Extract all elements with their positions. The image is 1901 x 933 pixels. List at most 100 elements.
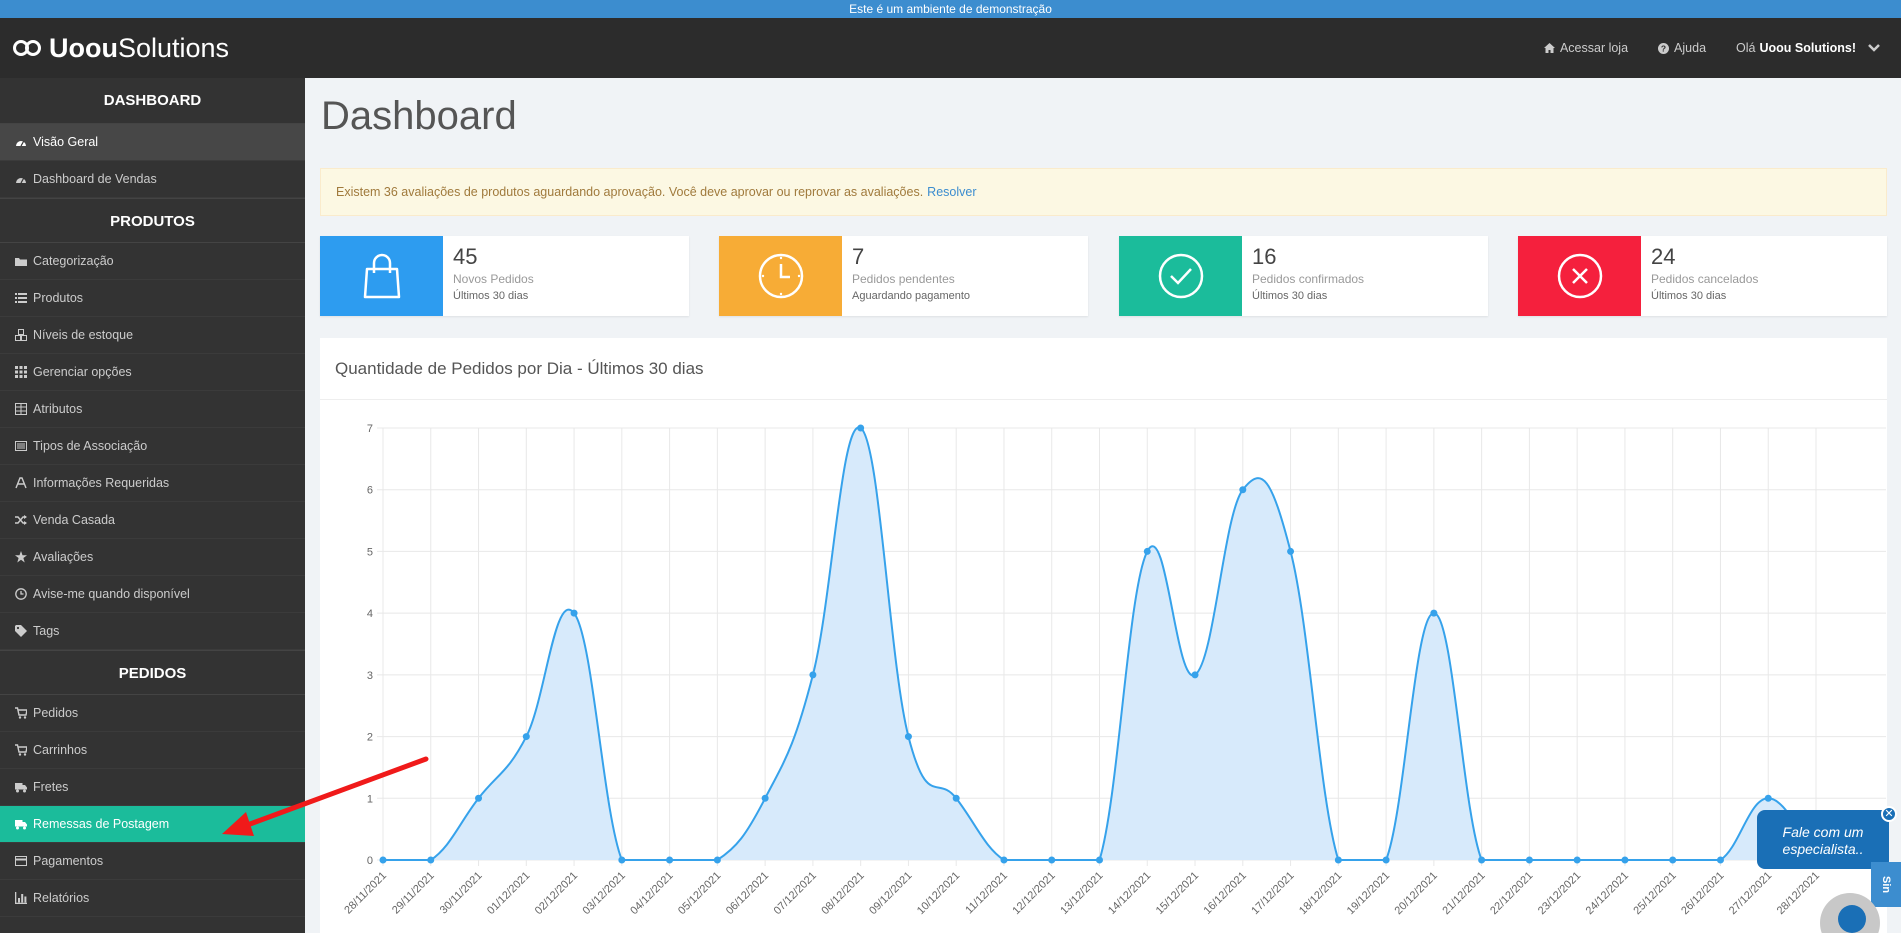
data-point [1143,547,1151,555]
sidebar-item[interactable]: Informações Requeridas [0,465,305,502]
greeting-label: Olá [1736,41,1756,55]
sidebar-item-label: Tags [33,624,60,638]
sidebar-item[interactable]: Produtos [0,280,305,317]
data-point [1716,856,1724,864]
stat-value: 16 [1252,244,1277,269]
x-tick-label: 09/12/2021 [867,870,914,917]
sidebar-item-label: Relatórios [33,891,90,905]
access-store-link[interactable]: Acessar loja [1543,41,1628,55]
resolve-link[interactable]: Resolver [927,185,977,199]
chat-launcher-button[interactable] [1820,893,1880,933]
sidebar-item[interactable]: Carrinhos [0,732,305,769]
data-point [713,856,721,864]
data-point [1669,856,1677,864]
side-tab[interactable]: Sin [1871,862,1901,907]
brand-logo[interactable]: Uoou Solutions [12,33,229,63]
dashboard-icon [16,141,26,147]
cart-icon [15,707,27,719]
x-tick-label: 19/12/2021 [1345,870,1392,917]
x-tick-label: 22/12/2021 [1488,870,1535,917]
talk-to-specialist-widget[interactable]: Fale com um especialista.. [1757,810,1889,869]
x-tick-label: 17/12/2021 [1249,870,1296,917]
stat-text: 16 Pedidos confirmados Últimos 30 dias [1252,244,1364,302]
x-tick-label: 28/11/2021 [342,870,389,917]
random-icon [15,515,27,525]
sidebar-item-label: Avise-me quando disponível [33,587,190,601]
stat-card[interactable]: 16 Pedidos confirmados Últimos 30 dias [1119,236,1488,316]
data-point [1382,856,1390,864]
sidebar-item[interactable]: Níveis de estoque [0,317,305,354]
sidebar-item-label: Níveis de estoque [33,328,134,342]
x-tick-label: 14/12/2021 [1106,870,1153,917]
list-icon [15,293,27,303]
data-point [475,794,483,802]
sidebar-item[interactable]: Pedidos [0,695,305,732]
stat-sublabel: Últimos 30 dias [1651,290,1727,302]
sidebar-item[interactable]: Relatórios [0,880,305,917]
svg-text:?: ? [1661,43,1666,53]
user-menu[interactable]: Olá Uoou Solutions! [1736,41,1885,55]
sidebar-item-label: Carrinhos [33,743,88,757]
folder-icon [15,258,27,266]
data-point [522,733,530,741]
y-tick-label: 0 [367,855,373,867]
sidebar-item[interactable]: Pagamentos [0,843,305,880]
stat-card[interactable]: 7 Pedidos pendentes Aguardando pagamento [719,236,1088,316]
sidebar-item[interactable]: Categorização [0,243,305,280]
data-point [666,856,674,864]
data-point [1000,856,1008,864]
x-tick-label: 21/12/2021 [1440,870,1487,917]
stat-value: 24 [1651,244,1676,269]
sidebar-item[interactable]: Avise-me quando disponível [0,576,305,613]
truck-icon [15,783,27,793]
sidebar-item[interactable]: Venda Casada [0,502,305,539]
chat-icon [1838,905,1866,933]
data-point [1048,856,1056,864]
x-tick-label: 15/12/2021 [1154,870,1201,917]
widget-close-button[interactable]: ✕ [1881,806,1897,822]
sidebar-item[interactable]: Avaliações [0,539,305,576]
alert-text: Existem 36 avaliações de produtos aguard… [336,185,924,199]
list-alt-icon [15,441,27,451]
sidebar-item-label: Produtos [33,291,84,305]
brand-name-bold: Uoou [49,32,118,63]
sidebar-item[interactable]: Tipos de Associação [0,428,305,465]
sidebar-item[interactable]: Dashboard de Vendas [0,161,305,198]
x-tick-label: 16/12/2021 [1202,870,1249,917]
chevron-down-icon [1868,44,1880,52]
data-point [1621,856,1629,864]
stat-text: 7 Pedidos pendentes Aguardando pagamento [852,244,970,302]
sidebar-item[interactable]: Visão Geral [0,124,305,161]
stat-card[interactable]: 24 Pedidos cancelados Últimos 30 dias [1518,236,1887,316]
clock-icon [758,253,803,299]
data-point [809,671,817,679]
stat-icon-box [1518,236,1641,316]
data-point [952,794,960,802]
help-icon: ? [1658,42,1670,54]
sidebar-item-label: Informações Requeridas [33,476,170,490]
truck-icon [15,820,27,830]
data-point [1430,609,1438,617]
sidebar-item-label: Remessas de Postagem [33,817,170,831]
x-tick-label: 30/11/2021 [438,870,485,917]
stat-card[interactable]: 45 Novos Pedidos Últimos 30 dias [320,236,689,316]
sidebar-item-label: Dashboard de Vendas [33,172,157,186]
x-tick-label: 10/12/2021 [915,870,962,917]
sidebar-item[interactable]: Atributos [0,391,305,428]
data-point [761,794,769,802]
x-tick-label: 11/12/2021 [963,870,1010,917]
sidebar-item-label: Avaliações [33,550,94,564]
stat-icon-box [1119,236,1242,316]
help-link[interactable]: ? Ajuda [1658,41,1706,55]
sidebar-item-label: Visão Geral [33,135,99,149]
sidebar-item[interactable]: Gerenciar opções [0,354,305,391]
brand-name: Solutions [117,32,230,63]
sidebar-item[interactable]: Fretes [0,769,305,806]
stat-text: 45 Novos Pedidos Últimos 30 dias [453,244,534,302]
data-point [1191,671,1199,679]
widget-line-1: Fale com um [1782,824,1864,840]
stat-label: Pedidos cancelados [1651,272,1759,286]
shopping-bag-icon [363,253,400,299]
stat-text: 24 Pedidos cancelados Últimos 30 dias [1651,244,1758,302]
sidebar-item[interactable]: Tags [0,613,305,650]
